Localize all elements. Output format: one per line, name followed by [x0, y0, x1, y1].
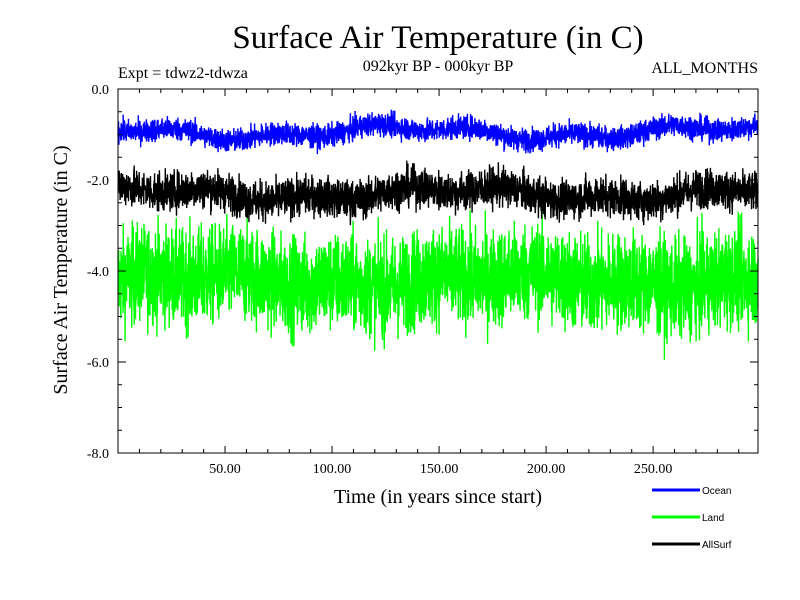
legend-label-allsurf: AllSurf — [702, 540, 732, 551]
x-tick-label: 200.00 — [527, 462, 566, 477]
x-tick-label: 100.00 — [313, 462, 352, 477]
y-tick-label: -6.0 — [87, 356, 109, 371]
legend-label-ocean: Ocean — [702, 486, 731, 497]
x-tick-label: 150.00 — [420, 462, 459, 477]
y-tick-label: -8.0 — [87, 447, 109, 462]
experiment-label: Expt = tdwz2-tdwza — [118, 65, 248, 82]
period-label: 092kyr BP - 000kyr BP — [363, 58, 514, 75]
series-layer — [117, 109, 759, 360]
chart-title: Surface Air Temperature (in C) — [232, 20, 643, 56]
y-tick-label: -4.0 — [87, 265, 109, 280]
x-tick-label: 50.00 — [209, 462, 241, 477]
x-tick-label: 250.00 — [634, 462, 673, 477]
months-label: ALL_MONTHS — [651, 60, 758, 77]
series-ocean — [117, 109, 759, 155]
axes-layer: 50.00 100.00 150.00 200.00 250.00 0.0 -2.0 -4.0… — [87, 83, 759, 477]
y-tick-label: 0.0 — [92, 83, 110, 98]
legend: Ocean Land AllSurf — [652, 486, 732, 551]
y-axis-label: Surface Air Temperature (in C) — [50, 145, 72, 394]
x-axis-label: Time (in years since start) — [334, 486, 542, 508]
y-tick-label: -2.0 — [87, 174, 109, 189]
series-allsurf — [117, 160, 759, 226]
legend-label-land: Land — [702, 513, 724, 524]
series-land — [117, 207, 759, 360]
